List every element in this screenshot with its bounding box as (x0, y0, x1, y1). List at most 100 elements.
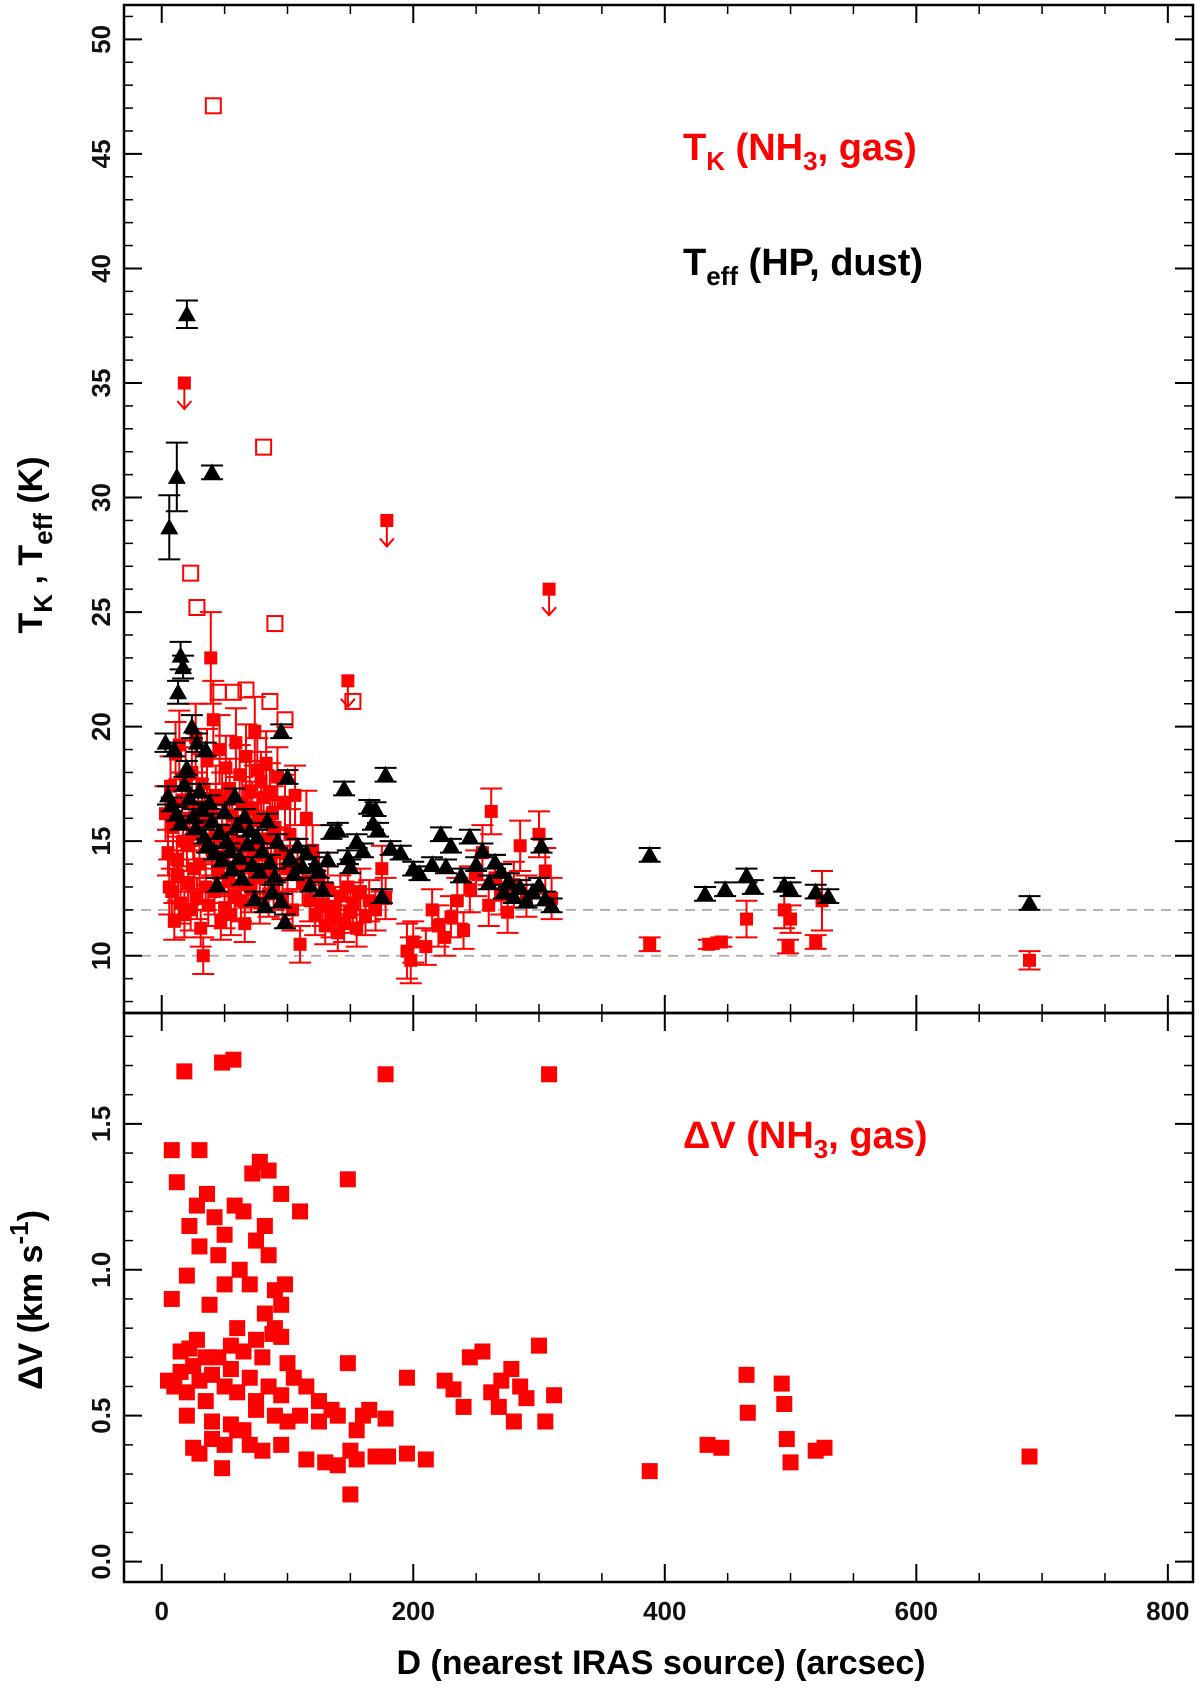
data-point (216, 1276, 233, 1293)
data-point (716, 880, 735, 897)
data-point (178, 1267, 195, 1284)
data-point (229, 1384, 246, 1401)
axis-title-text: ΔV (km s (12, 1245, 50, 1390)
data-point (298, 1378, 315, 1395)
data-point (419, 940, 433, 954)
data-point (375, 862, 389, 876)
y-tick-label: 40 (86, 254, 116, 283)
legend-tk-nh3-gas: TK (NH3, gas) (683, 127, 917, 176)
series-open-square (182, 97, 362, 729)
data-point (531, 1337, 548, 1354)
data-point (309, 861, 328, 878)
data-point (160, 518, 179, 535)
data-point (255, 438, 273, 456)
data-point (318, 850, 337, 867)
data-point (197, 1393, 214, 1410)
x-axis-ticks: 0 200 400 600 800 (154, 1596, 1189, 1626)
data-point (541, 1066, 558, 1083)
axis-title-text: T (12, 613, 50, 634)
data-point (369, 820, 388, 837)
data-point (339, 1171, 356, 1188)
data-point (455, 1398, 472, 1415)
data-point (181, 1218, 198, 1235)
data-point (538, 864, 552, 878)
data-point (501, 905, 515, 919)
data-point (175, 774, 194, 791)
data-point (163, 1290, 180, 1307)
data-point (441, 836, 460, 853)
data-point (233, 768, 247, 782)
data-point (239, 749, 253, 763)
data-point (782, 1454, 799, 1471)
data-point (310, 1413, 327, 1430)
data-point (329, 1457, 346, 1474)
legend-text: (NH (725, 127, 803, 169)
data-point (380, 513, 394, 527)
data-point (260, 1162, 277, 1179)
series-filled-triangle (154, 299, 1041, 930)
data-point (177, 305, 196, 322)
data-point (272, 722, 291, 739)
data-point (737, 866, 756, 883)
data-point (313, 880, 332, 897)
data-point (542, 896, 561, 913)
legend-text: ΔV (NH (683, 1115, 814, 1157)
data-point (210, 1247, 227, 1264)
data-point (809, 935, 823, 949)
data-point (335, 779, 354, 796)
data-point (293, 937, 307, 951)
data-point (210, 1349, 227, 1366)
upper-limit-arrowhead (340, 698, 356, 709)
data-point (194, 921, 208, 935)
data-point (275, 912, 294, 929)
data-point (253, 841, 272, 858)
y-tick-label: 0.5 (86, 1398, 116, 1434)
bottom-plot-frame (122, 1011, 1195, 1584)
data-point (329, 1407, 346, 1424)
data-point (460, 827, 479, 844)
data-point (278, 768, 297, 785)
data-point (204, 1366, 221, 1383)
data-point (354, 1407, 371, 1424)
data-point (266, 1407, 283, 1424)
data-point (372, 887, 391, 904)
data-point (781, 880, 800, 897)
y-tick-label: 0.0 (86, 1543, 116, 1579)
data-point (542, 582, 556, 596)
data-point (398, 1369, 415, 1386)
data-point (298, 1451, 315, 1468)
top-reference-lines (124, 909, 1193, 957)
y-tick-label: 15 (86, 827, 116, 856)
data-point (696, 884, 715, 901)
data-point (348, 1451, 365, 1468)
bottom-panel: 0.0 0.5 1.0 1.5 ΔV (NH3, gas) ΔV (km s-1) (4, 1013, 1193, 1582)
data-point (201, 898, 215, 912)
data-point (367, 1448, 384, 1465)
data-point (431, 919, 445, 933)
data-point (260, 1378, 277, 1395)
legend-text: T (683, 127, 706, 169)
data-point (261, 692, 279, 710)
data-point (283, 827, 297, 841)
data-point (238, 917, 252, 931)
data-point (1023, 953, 1037, 967)
x-tick-label: 800 (1146, 1596, 1189, 1626)
data-point (208, 875, 227, 892)
data-point (452, 866, 471, 883)
data-point (369, 903, 383, 917)
data-point (204, 1431, 221, 1448)
legend-subscript: eff (706, 261, 738, 291)
data-point (273, 1387, 290, 1404)
data-point (699, 1436, 716, 1453)
data-point (341, 880, 355, 894)
data-point (188, 599, 206, 617)
data-point (204, 97, 222, 115)
data-point (260, 852, 279, 869)
bottom-series-layer (160, 1051, 1038, 1503)
data-point (191, 1142, 208, 1159)
data-point (201, 1296, 218, 1313)
data-point (203, 811, 222, 828)
data-point (228, 816, 247, 833)
